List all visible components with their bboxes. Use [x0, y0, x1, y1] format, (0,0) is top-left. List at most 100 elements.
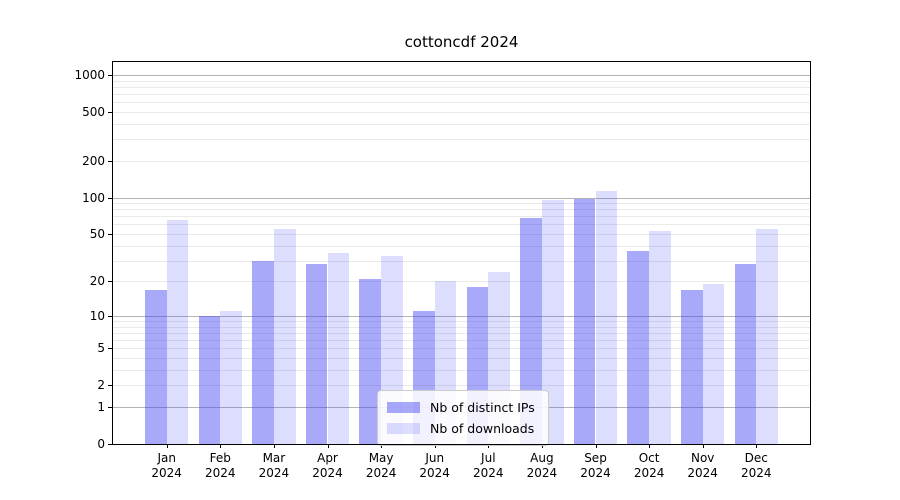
- x-tick-label-sep: Sep 2024: [564, 451, 628, 481]
- y-major-gridline: [113, 74, 810, 76]
- legend-swatch-distinct-ips: [387, 402, 420, 413]
- bar-ips-feb: [198, 315, 221, 444]
- y-minor-gridline: [113, 385, 810, 387]
- y-minor-gridline: [113, 321, 810, 322]
- legend: Nb of distinct IPs Nb of downloads: [377, 390, 549, 446]
- y-minor-gridline: [113, 245, 810, 247]
- bar-ips-oct: [627, 251, 650, 444]
- y-minor-gridline: [113, 234, 810, 235]
- x-label-month: Aug: [530, 451, 554, 465]
- y-minor-gridline: [113, 94, 810, 95]
- y-minor-gridline: [113, 369, 810, 371]
- x-tick-label-feb: Feb 2024: [188, 451, 252, 481]
- x-label-month: Mar: [262, 451, 286, 465]
- x-tick-mark: [756, 444, 758, 448]
- y-tick-mark: [108, 111, 112, 113]
- y-minor-gridline: [113, 160, 810, 162]
- x-label-month: Sep: [584, 451, 607, 465]
- y-tick-mark: [108, 197, 112, 199]
- bar-downloads-apr: [327, 252, 350, 444]
- legend-label-downloads: Nb of downloads: [430, 420, 535, 436]
- y-tick-label: 1000: [74, 67, 105, 82]
- x-tick-mark: [273, 444, 275, 448]
- x-label-year: 2024: [526, 466, 558, 480]
- bar-ips-mar: [252, 260, 274, 444]
- y-minor-gridline: [113, 348, 810, 350]
- y-tick-mark: [108, 385, 112, 387]
- bar-ips-may: [359, 278, 382, 444]
- y-tick-label: 50: [89, 227, 105, 241]
- y-minor-gridline: [113, 260, 810, 262]
- bar-ips-aug: [520, 217, 542, 444]
- x-label-month: Oct: [638, 451, 660, 465]
- bar-ips-nov: [680, 289, 703, 444]
- y-tick-mark: [108, 315, 112, 317]
- x-tick-label-oct: Oct 2024: [617, 451, 681, 481]
- y-tick-mark: [108, 160, 112, 162]
- y-tick-mark: [108, 348, 112, 350]
- x-tick-mark: [434, 444, 436, 448]
- bar-downloads-aug: [541, 200, 564, 444]
- plot-area: Nb of distinct IPs Nb of downloads 1000 5…: [74, 62, 810, 480]
- x-tick-mark: [595, 444, 597, 448]
- y-minor-gridline: [113, 209, 810, 211]
- x-label-year: 2024: [633, 466, 665, 480]
- x-tick-label-jan: Jan 2024: [135, 451, 199, 481]
- x-label-month: Dec: [744, 451, 768, 465]
- x-label-year: 2024: [258, 466, 290, 480]
- x-tick-label-apr: Apr 2024: [296, 451, 360, 481]
- x-tick-mark: [488, 444, 490, 448]
- y-tick-label: 2: [97, 378, 105, 393]
- y-minor-gridline: [113, 203, 810, 204]
- x-label-month: Feb: [209, 451, 231, 465]
- y-minor-gridline: [113, 216, 810, 218]
- legend-item-downloads: Nb of downloads: [387, 418, 535, 439]
- x-label-month: Jan: [157, 451, 176, 465]
- y-major-gridline: [113, 315, 810, 317]
- x-tick-label-jun: Jun 2024: [403, 451, 467, 481]
- x-tick-label-may: May 2024: [349, 451, 413, 481]
- x-label-month: Apr: [317, 451, 338, 465]
- y-minor-gridline: [113, 139, 810, 141]
- bar-downloads-feb: [220, 311, 243, 444]
- x-tick-mark: [327, 444, 329, 448]
- y-minor-gridline: [113, 326, 810, 328]
- y-tick-mark: [108, 407, 112, 408]
- bar-downloads-jan: [166, 220, 189, 444]
- y-tick-label: 20: [89, 274, 105, 289]
- x-label-month: May: [368, 451, 394, 465]
- x-tick-mark: [220, 444, 222, 448]
- x-label-year: 2024: [151, 466, 182, 480]
- x-tick-label-mar: Mar 2024: [242, 451, 306, 481]
- x-label-year: 2024: [312, 466, 343, 480]
- y-tick-label: 5: [97, 341, 105, 356]
- bar-downloads-dec: [756, 229, 779, 444]
- y-tick-mark: [108, 444, 112, 445]
- x-tick-mark: [166, 444, 168, 448]
- x-tick-label-jul: Jul 2024: [456, 451, 520, 481]
- bar-ips-apr: [305, 264, 328, 444]
- y-minor-gridline: [113, 358, 810, 359]
- y-tick-mark: [108, 281, 112, 283]
- y-tick-mark: [108, 234, 112, 235]
- x-tick-mark: [541, 444, 543, 448]
- y-minor-gridline: [113, 123, 810, 125]
- x-label-year: 2024: [365, 466, 397, 480]
- y-minor-gridline: [113, 332, 810, 334]
- bar-ips-sep: [573, 198, 596, 444]
- bar-downloads-sep: [595, 191, 618, 444]
- y-major-gridline: [113, 197, 810, 199]
- y-tick-label: 500: [82, 104, 105, 119]
- x-tick-label-nov: Nov 2024: [671, 451, 735, 481]
- y-minor-gridline: [113, 102, 810, 104]
- y-tick-label: 0: [97, 437, 105, 451]
- x-label-month: Nov: [690, 451, 715, 465]
- bar-downloads-mar: [273, 229, 296, 444]
- x-tick-mark: [649, 444, 651, 448]
- bar-downloads-oct: [649, 230, 671, 444]
- y-tick-label: 100: [82, 190, 105, 205]
- x-label-year: 2024: [473, 466, 504, 480]
- x-label-year: 2024: [580, 466, 611, 480]
- legend-item-distinct-ips: Nb of distinct IPs: [387, 397, 535, 418]
